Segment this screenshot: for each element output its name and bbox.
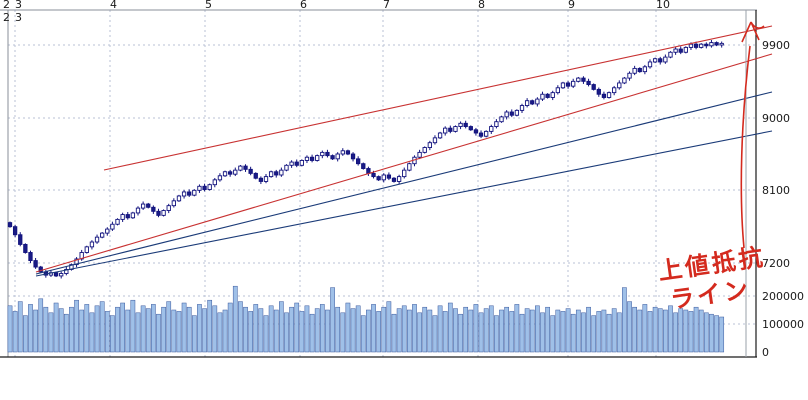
month-sub-label: 3 <box>15 11 22 24</box>
month-label: 10 <box>656 0 670 11</box>
month-label: 3 <box>15 0 22 11</box>
month-label: 2 <box>3 0 10 11</box>
month-label: 8 <box>478 0 485 11</box>
price-axis-label: 8100 <box>762 184 790 197</box>
month-label: 9 <box>568 0 575 11</box>
axis-labels: 2 3 4 5 6 7 8 9 10 2 3 9900 9000 8100 7200 200000 100000… <box>3 0 804 359</box>
resistance-arrow <box>740 21 765 249</box>
month-label: 5 <box>205 0 212 11</box>
price-axis-label: 9900 <box>762 39 790 52</box>
month-label: 4 <box>110 0 117 11</box>
volume-axis-label: 0 <box>762 346 769 359</box>
price-axis-label: 7200 <box>762 257 790 270</box>
month-sub-label: 2 <box>3 11 10 24</box>
volume-axis-label: 100000 <box>762 318 804 331</box>
candlesticks <box>7 39 724 279</box>
volume-axis-label: 200000 <box>762 290 804 303</box>
trend-channel-lines <box>35 25 773 277</box>
month-label: 6 <box>300 0 307 11</box>
price-axis-label: 9000 <box>762 112 790 125</box>
plot-borders <box>0 9 757 358</box>
volume-bars <box>7 285 725 353</box>
month-label: 7 <box>383 0 390 11</box>
